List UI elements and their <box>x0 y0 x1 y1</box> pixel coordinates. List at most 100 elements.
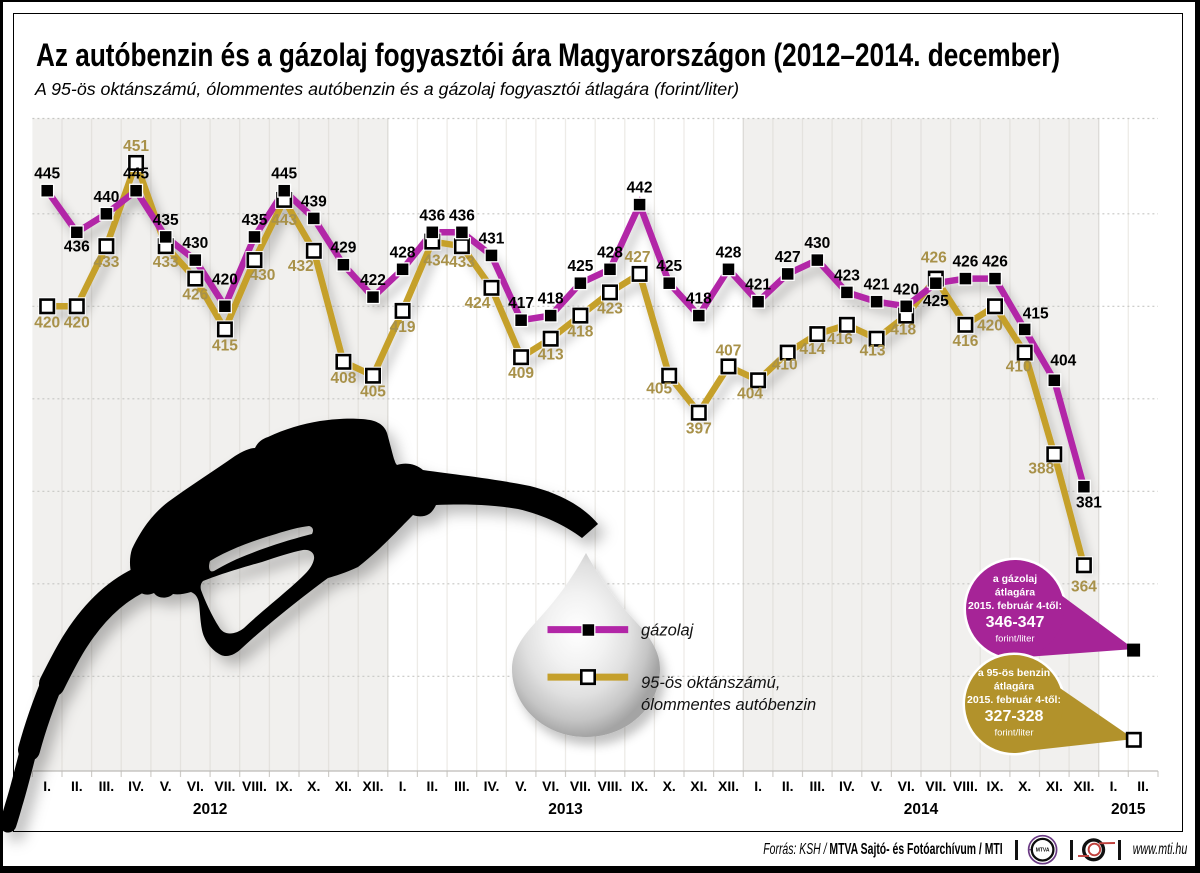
svg-text:443: 443 <box>271 212 297 229</box>
svg-text:II.: II. <box>1137 778 1149 794</box>
svg-text:VIII.: VIII. <box>953 778 978 794</box>
svg-text:422: 422 <box>360 272 386 289</box>
svg-text:410: 410 <box>772 357 798 374</box>
svg-text:VIII.: VIII. <box>242 778 267 794</box>
svg-text:420: 420 <box>64 314 90 331</box>
svg-text:VII.: VII. <box>570 778 591 794</box>
svg-text:440: 440 <box>93 189 119 206</box>
svg-text:I.: I. <box>399 778 407 794</box>
svg-text:405: 405 <box>646 381 672 398</box>
svg-text:XI.: XI. <box>1046 778 1063 794</box>
svg-text:426: 426 <box>921 250 947 267</box>
svg-text:IX.: IX. <box>276 778 293 794</box>
svg-text:420: 420 <box>893 281 919 298</box>
svg-text:414: 414 <box>799 341 825 358</box>
svg-text:435: 435 <box>153 212 179 229</box>
svg-text:418: 418 <box>538 291 564 308</box>
svg-text:430: 430 <box>804 235 830 252</box>
svg-text:II.: II. <box>71 778 83 794</box>
svg-text:404: 404 <box>737 385 763 402</box>
svg-text:436: 436 <box>64 238 90 255</box>
svg-text:432: 432 <box>288 258 314 275</box>
svg-text:428: 428 <box>597 244 623 261</box>
svg-text:IV.: IV. <box>839 778 855 794</box>
svg-text:431: 431 <box>479 230 505 247</box>
svg-text:417: 417 <box>508 295 534 312</box>
svg-text:421: 421 <box>745 277 771 294</box>
svg-text:429: 429 <box>330 240 356 257</box>
svg-text:423: 423 <box>834 267 860 284</box>
svg-text:430: 430 <box>250 267 276 284</box>
svg-text:VII.: VII. <box>925 778 946 794</box>
svg-text:426: 426 <box>182 287 208 304</box>
svg-text:V.: V. <box>515 778 527 794</box>
svg-text:418: 418 <box>567 324 593 341</box>
svg-text:418: 418 <box>890 322 916 339</box>
svg-text:388: 388 <box>1028 460 1054 477</box>
svg-text:III.: III. <box>454 778 470 794</box>
svg-text:a 95-ös benzin: a 95-ös benzin <box>978 667 1050 679</box>
svg-text:410: 410 <box>1006 359 1032 376</box>
svg-text:445: 445 <box>271 166 297 183</box>
svg-text:2015. február 4-től:: 2015. február 4-től: <box>968 600 1062 612</box>
svg-text:420: 420 <box>212 271 238 288</box>
svg-text:I.: I. <box>43 778 51 794</box>
svg-text:II.: II. <box>426 778 438 794</box>
svg-text:2013: 2013 <box>548 801 583 818</box>
svg-text:439: 439 <box>301 193 327 210</box>
svg-text:gázolaj: gázolaj <box>641 622 695 640</box>
svg-text:428: 428 <box>390 244 416 261</box>
svg-text:426: 426 <box>982 254 1008 271</box>
svg-text:forint/liter: forint/liter <box>994 728 1033 739</box>
svg-text:forint/liter: forint/liter <box>995 634 1034 645</box>
svg-text:420: 420 <box>34 314 60 331</box>
svg-text:VI.: VI. <box>187 778 204 794</box>
svg-text:ólommentes autóbenzin: ólommentes autóbenzin <box>641 696 816 714</box>
svg-text:407: 407 <box>716 342 742 359</box>
svg-text:413: 413 <box>538 347 564 364</box>
svg-text:413: 413 <box>860 343 886 360</box>
svg-text:XII.: XII. <box>718 778 739 794</box>
svg-text:I.: I. <box>1110 778 1118 794</box>
svg-text:átlagára: átlagára <box>994 681 1034 693</box>
svg-text:420: 420 <box>977 317 1003 334</box>
svg-text:415: 415 <box>212 337 238 354</box>
svg-text:2015: 2015 <box>1111 801 1146 818</box>
svg-text:430: 430 <box>182 235 208 252</box>
svg-text:445: 445 <box>34 166 60 183</box>
svg-text:425: 425 <box>923 293 949 310</box>
svg-text:MTVA: MTVA <box>1036 847 1050 853</box>
svg-text:425: 425 <box>567 258 593 275</box>
svg-text:V.: V. <box>160 778 172 794</box>
svg-text:VI.: VI. <box>542 778 559 794</box>
svg-text:423: 423 <box>597 300 623 317</box>
svg-text:XII.: XII. <box>362 778 383 794</box>
svg-text:VIII.: VIII. <box>598 778 623 794</box>
svg-text:IV.: IV. <box>128 778 144 794</box>
svg-text:421: 421 <box>864 277 890 294</box>
svg-text:XI.: XI. <box>335 778 352 794</box>
svg-text:405: 405 <box>360 384 386 401</box>
svg-text:415: 415 <box>1023 305 1049 322</box>
svg-text:IX.: IX. <box>986 778 1003 794</box>
svg-text:346-347: 346-347 <box>986 614 1045 631</box>
svg-text:408: 408 <box>330 370 356 387</box>
svg-text:95-ös oktánszámú,: 95-ös oktánszámú, <box>641 674 780 692</box>
svg-text:VI.: VI. <box>898 778 915 794</box>
svg-text:426: 426 <box>952 254 978 271</box>
svg-text:428: 428 <box>716 244 742 261</box>
svg-text:XI.: XI. <box>690 778 707 794</box>
svg-text:X.: X. <box>307 778 320 794</box>
svg-text:419: 419 <box>390 319 416 336</box>
svg-text:424: 424 <box>465 295 491 312</box>
svg-text:327-328: 327-328 <box>985 708 1044 725</box>
svg-text:IV.: IV. <box>484 778 500 794</box>
svg-text:IX.: IX. <box>631 778 648 794</box>
svg-text:X.: X. <box>663 778 676 794</box>
svg-text:III.: III. <box>99 778 115 794</box>
svg-text:X.: X. <box>1018 778 1031 794</box>
svg-text:442: 442 <box>627 180 653 197</box>
svg-text:445: 445 <box>123 166 149 183</box>
svg-text:425: 425 <box>656 258 682 275</box>
svg-text:409: 409 <box>508 365 534 382</box>
